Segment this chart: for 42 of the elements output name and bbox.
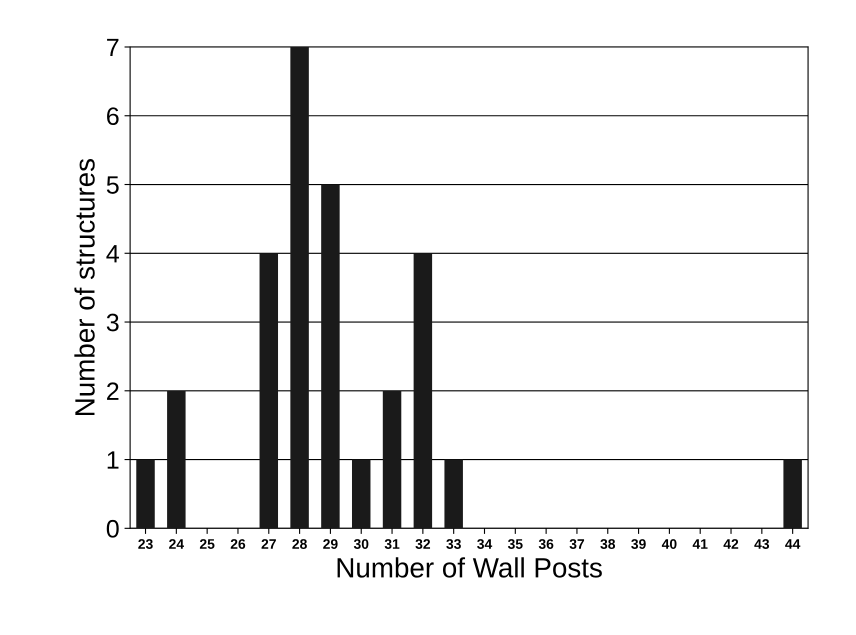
x-tick-label: 27 xyxy=(262,539,276,549)
bar xyxy=(321,184,340,528)
x-tick-label: 44 xyxy=(785,539,800,549)
x-tick-label: 39 xyxy=(631,539,646,549)
y-tick-label: 0 xyxy=(106,520,119,538)
x-tick-label: 31 xyxy=(384,539,400,549)
y-tick-label: 6 xyxy=(107,107,119,126)
y-tick-label: 4 xyxy=(106,245,119,262)
bar xyxy=(414,253,432,528)
x-tick-label: 38 xyxy=(600,539,616,549)
x-tick-label: 40 xyxy=(662,539,677,549)
x-tick-label: 35 xyxy=(508,539,523,549)
x-tick-label: 32 xyxy=(415,539,430,549)
x-tick-label: 26 xyxy=(230,539,246,549)
y-axis-title: Number of structures xyxy=(74,158,95,416)
x-tick-label: 25 xyxy=(200,539,214,549)
bar xyxy=(444,460,463,528)
x-tick-label: 28 xyxy=(292,539,307,549)
bar xyxy=(290,46,309,528)
x-tick-label: 42 xyxy=(724,539,738,549)
x-tick-label: 23 xyxy=(138,539,153,549)
y-tick-label: 2 xyxy=(107,382,118,400)
x-tick-label: 33 xyxy=(446,539,461,549)
bar xyxy=(260,253,278,528)
x-tick-label: 37 xyxy=(570,539,584,549)
y-tick-label: 1 xyxy=(108,451,118,469)
x-tick-label: 41 xyxy=(692,539,708,549)
bar xyxy=(783,460,802,528)
bar xyxy=(167,390,186,528)
x-tick-label: 29 xyxy=(323,539,338,549)
bar xyxy=(352,460,370,528)
x-tick-label: 43 xyxy=(754,539,770,549)
bar xyxy=(136,460,155,528)
y-tick-label: 7 xyxy=(107,38,118,56)
bar xyxy=(382,390,402,528)
x-tick-label: 34 xyxy=(477,539,492,549)
x-tick-label: 30 xyxy=(354,539,368,549)
y-tick-label: 3 xyxy=(106,314,119,332)
x-axis-title: Number of Wall Posts xyxy=(338,557,602,578)
y-tick-label: 5 xyxy=(106,176,119,194)
x-tick-label: 24 xyxy=(169,539,184,549)
x-tick-label: 36 xyxy=(538,539,554,549)
